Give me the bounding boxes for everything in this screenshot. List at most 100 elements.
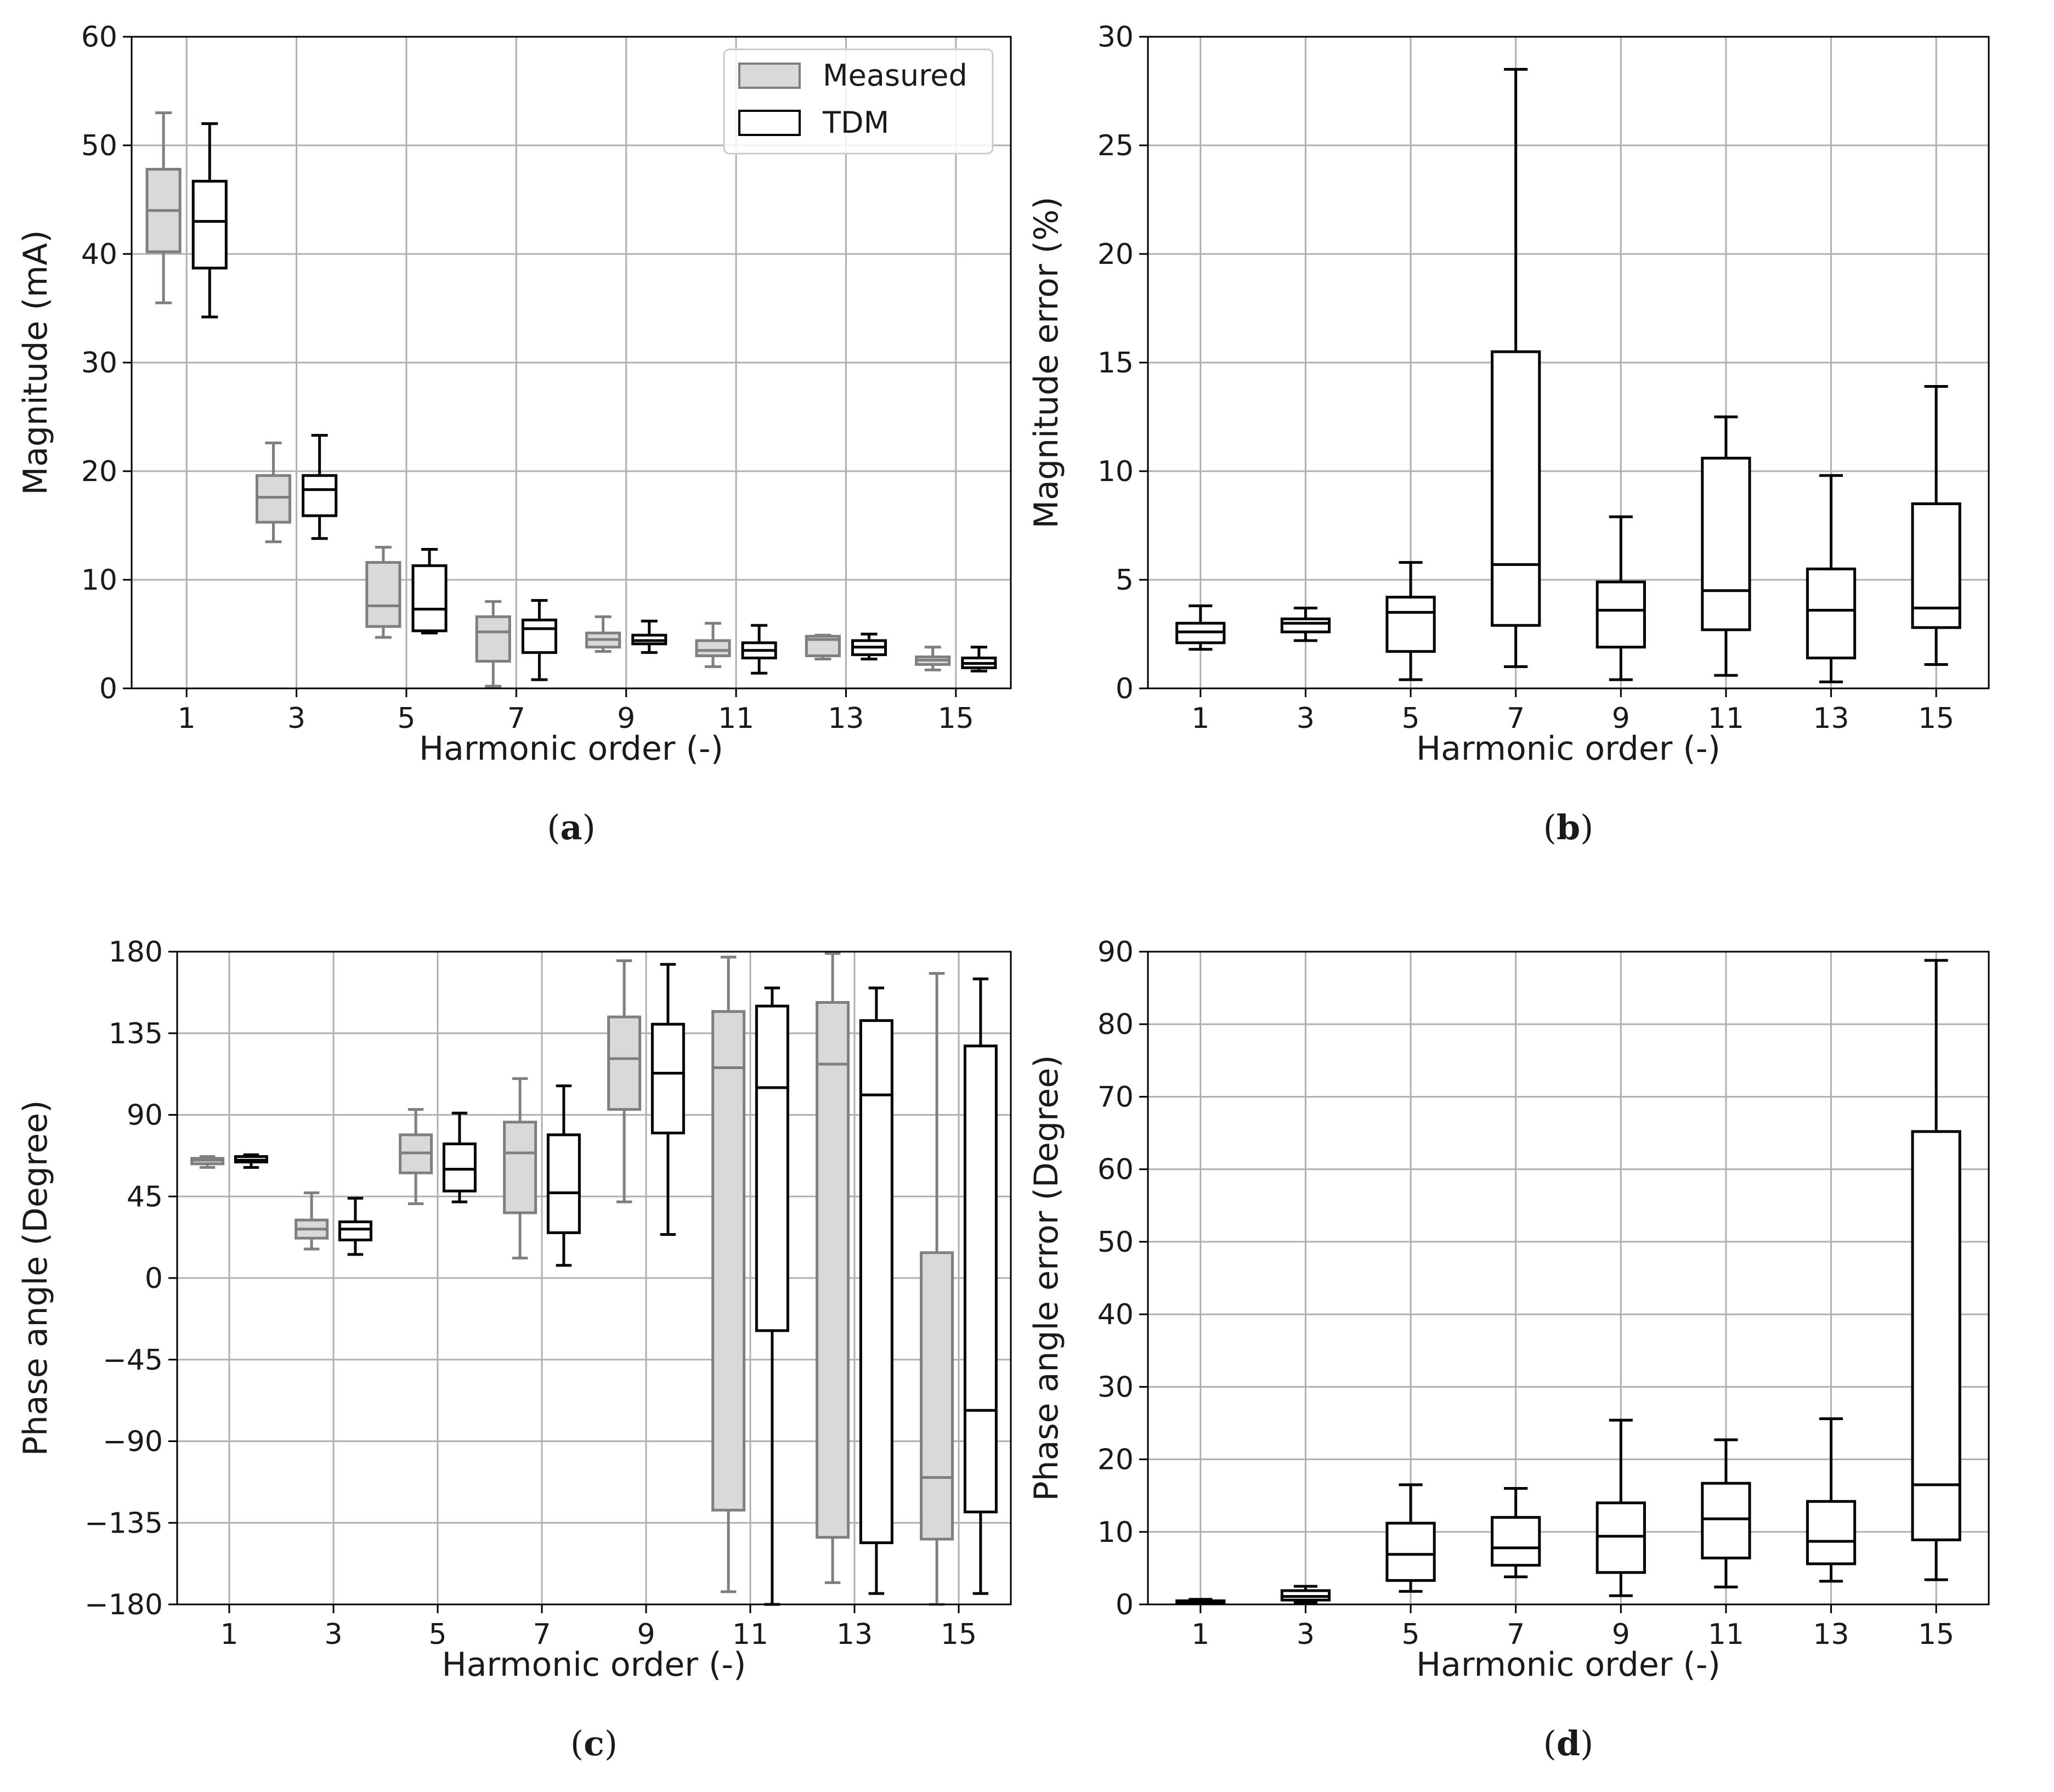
panel-caption: (b) — [1543, 807, 1594, 847]
x-tick-label: 15 — [941, 1618, 977, 1651]
box-iqr — [711, 1010, 746, 1512]
panel-caption: (a) — [547, 807, 596, 847]
box-measured-h15 — [915, 646, 951, 671]
x-axis-label: Harmonic order (-) — [1416, 730, 1721, 768]
y-tick-label: 50 — [81, 129, 117, 162]
x-tick-label: 9 — [1612, 1618, 1630, 1651]
box-tdm-h11 — [741, 624, 777, 675]
box-iqr — [546, 1133, 581, 1234]
box-iqr — [963, 1044, 998, 1513]
x-tick-label: 9 — [1612, 702, 1630, 735]
y-tick-label: 40 — [1097, 1298, 1134, 1331]
y-tick-label: 180 — [109, 936, 163, 969]
box-measured-h9 — [607, 959, 642, 1203]
box-iqr — [1806, 1500, 1857, 1565]
axes-frame — [176, 951, 1012, 1606]
x-tick-label: 5 — [428, 1618, 446, 1651]
box-tdm-h1 — [1175, 1598, 1226, 1606]
box-tdm-h11 — [1701, 415, 1751, 677]
box-measured-h5 — [399, 1108, 433, 1205]
legend-label-tdm: TDM — [822, 105, 889, 140]
box-measured-h7 — [503, 1077, 537, 1260]
legend: Measured TDM — [723, 48, 994, 155]
y-tick-label: 135 — [109, 1017, 163, 1050]
y-tick-label: 0 — [1116, 672, 1134, 705]
box-iqr — [1491, 1516, 1541, 1567]
y-tick-label: 60 — [1097, 1154, 1134, 1186]
x-tick-label: 3 — [324, 1618, 342, 1651]
x-tick-label: 13 — [1813, 1618, 1849, 1651]
y-tick-label: 30 — [81, 347, 117, 380]
box-tdm-h9 — [631, 619, 667, 654]
x-tick-label: 1 — [1191, 702, 1209, 735]
box-iqr — [442, 1142, 477, 1192]
box-measured-h5 — [365, 546, 401, 639]
box-iqr — [1385, 1522, 1436, 1582]
x-tick-label: 5 — [1402, 1618, 1420, 1651]
box-iqr — [1280, 617, 1331, 634]
y-tick-label: −45 — [103, 1344, 163, 1377]
axes-frame — [131, 36, 1012, 689]
box-tdm-h7 — [1491, 1486, 1541, 1579]
box-tdm-h3 — [1280, 1585, 1331, 1604]
box-iqr — [302, 474, 338, 517]
x-tick-label: 7 — [1507, 1618, 1525, 1651]
box-iqr — [338, 1220, 372, 1242]
box-tdm-h1 — [191, 122, 228, 319]
x-axis-label: Harmonic order (-) — [1416, 1646, 1721, 1684]
legend-swatch-tdm — [738, 110, 801, 136]
box-tdm-h3 — [338, 1197, 372, 1256]
box-iqr — [650, 1022, 685, 1135]
y-tick-label: 0 — [99, 672, 117, 705]
box-iqr — [1595, 580, 1646, 649]
box-tdm-h13 — [859, 986, 893, 1595]
x-tick-label: 13 — [1813, 702, 1849, 735]
box-tdm-h15 — [1911, 959, 1961, 1581]
x-tick-label: 1 — [1191, 1618, 1209, 1651]
box-iqr — [255, 474, 292, 524]
box-tdm-h9 — [650, 963, 685, 1236]
box-tdm-h5 — [1385, 561, 1436, 681]
box-tdm-h13 — [851, 632, 887, 661]
box-tdm-h5 — [1385, 1483, 1436, 1593]
y-tick-label: 0 — [1116, 1589, 1134, 1621]
box-tdm-h3 — [302, 434, 338, 540]
y-tick-label: −90 — [103, 1426, 163, 1459]
box-measured-h7 — [475, 600, 511, 688]
box-iqr — [1701, 1482, 1751, 1559]
y-axis-label: Phase angle (Degree) — [16, 1100, 55, 1456]
box-measured-h1 — [145, 111, 182, 304]
y-tick-label: 20 — [1097, 1444, 1134, 1477]
x-tick-label: 15 — [1918, 702, 1954, 735]
x-tick-label: 15 — [938, 702, 974, 735]
box-iqr — [1806, 567, 1857, 660]
box-tdm-h7 — [546, 1084, 581, 1267]
y-tick-label: 50 — [1097, 1226, 1134, 1259]
x-tick-label: 3 — [1297, 702, 1315, 735]
y-tick-label: 30 — [1097, 21, 1134, 54]
box-iqr — [816, 1001, 850, 1539]
box-iqr — [1491, 350, 1541, 627]
box-iqr — [859, 1019, 893, 1545]
y-tick-label: 45 — [127, 1180, 163, 1213]
panel-caption: (c) — [570, 1723, 618, 1763]
box-iqr — [191, 179, 228, 270]
box-tdm-h1 — [1175, 604, 1226, 651]
y-tick-label: 25 — [1097, 129, 1134, 162]
y-tick-label: 10 — [1097, 1516, 1134, 1549]
x-tick-label: 1 — [220, 1618, 238, 1651]
box-tdm-h15 — [961, 646, 997, 672]
y-tick-label: 60 — [81, 21, 117, 54]
legend-label-measured: Measured — [823, 58, 967, 93]
y-tick-label: 80 — [1097, 1008, 1134, 1041]
box-tdm-h13 — [1806, 474, 1857, 683]
box-measured-h11 — [711, 956, 746, 1593]
y-tick-label: 30 — [1097, 1371, 1134, 1404]
x-tick-label: 11 — [1708, 1618, 1744, 1651]
x-tick-label: 13 — [836, 1618, 873, 1651]
box-iqr — [1911, 1130, 1961, 1541]
x-tick-label: 7 — [533, 1618, 551, 1651]
axes-frame — [1147, 951, 1990, 1606]
box-measured-h1 — [190, 1155, 225, 1169]
